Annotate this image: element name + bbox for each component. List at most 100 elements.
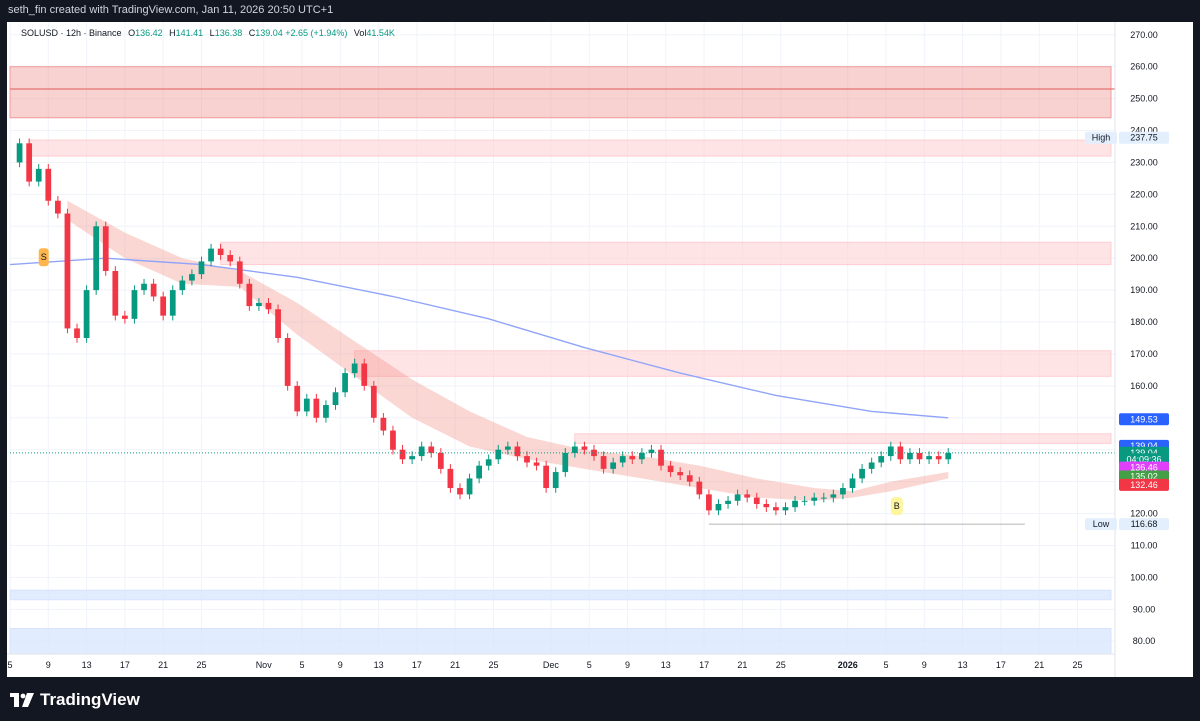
s-marker-label: S (41, 252, 47, 262)
candle-body (93, 226, 100, 291)
high-price-label: 237.75 (1130, 133, 1158, 143)
supply-zone-3 (220, 241, 1112, 266)
time-tick-label: 21 (737, 660, 747, 670)
price-tick-label: 270.00 (1130, 30, 1158, 40)
legend-close-label: C (248, 28, 256, 38)
candle-body (830, 494, 837, 498)
candle-body (639, 452, 645, 460)
candle-body (428, 446, 435, 453)
ema-cloud (67, 200, 949, 501)
time-tick-label: 5 (7, 660, 12, 670)
candle-body (734, 494, 741, 501)
price-tick-label: 210.00 (1130, 221, 1158, 231)
candle-body (122, 315, 128, 319)
candle-body (571, 446, 578, 453)
candle-body (380, 417, 387, 431)
time-tick-label: 9 (922, 660, 927, 670)
candle-body (409, 456, 415, 460)
time-tick-label: 25 (776, 660, 786, 670)
candle-body (45, 168, 52, 201)
candle-body (629, 456, 636, 460)
candle-body (390, 430, 396, 450)
candle-body (370, 385, 377, 418)
candle-body (744, 494, 751, 498)
price-tick-label: 100.00 (1130, 572, 1158, 582)
candle-body (504, 446, 511, 450)
tradingview-brand: TradingView (40, 690, 140, 709)
time-tick-label: 25 (488, 660, 498, 670)
low-price-label-tag-bg (1085, 518, 1117, 531)
price-tick-label: 240.00 (1130, 126, 1158, 136)
candle-body (294, 385, 301, 412)
legend-open: 136.42 (135, 28, 163, 38)
candle-body (782, 507, 789, 511)
price-tick-label: 170.00 (1130, 349, 1158, 359)
time-tick-label: 17 (699, 660, 709, 670)
candle-body (141, 283, 147, 291)
candle-body (361, 363, 368, 386)
candle-body (725, 500, 731, 504)
candle-body (332, 392, 339, 406)
candle-body (26, 143, 33, 182)
candle-body (351, 363, 358, 374)
ema-price-label: 149.53 (1130, 414, 1158, 424)
legend-low-label: L (209, 28, 215, 38)
candle-body (313, 398, 320, 418)
legend-vol-label: Vol (353, 28, 367, 38)
candle-body (677, 472, 684, 476)
candle-body (907, 452, 913, 460)
candle-body (495, 449, 502, 460)
b-marker-bg (890, 497, 903, 516)
tradingview-logo[interactable]: TradingView (10, 690, 140, 710)
supply-zone-1 (9, 66, 1112, 119)
candle-body (773, 507, 779, 511)
candle-body (533, 462, 540, 466)
candle-body (868, 462, 875, 469)
time-tick-label: 21 (450, 660, 460, 670)
price-tick-label: 260.00 (1130, 62, 1158, 72)
candle-body (619, 456, 626, 463)
candle-body (256, 302, 262, 307)
attribution-bar: seth_fin created with TradingView.com, J… (0, 0, 1200, 22)
legend-symbol: SOLUSD · 12h · Binance (21, 28, 122, 38)
time-tick-label: 21 (1034, 660, 1044, 670)
time-tick-label: Nov (256, 660, 273, 670)
chart-frame[interactable]: SB80.0090.00100.00110.00120.00130.00140.… (7, 22, 1193, 677)
price-chart[interactable]: SB80.0090.00100.00110.00120.00130.00140.… (7, 22, 1193, 677)
time-tick-label: 9 (46, 660, 51, 670)
candle-body (591, 449, 597, 457)
candle-body (303, 398, 310, 412)
candle-body (169, 290, 176, 316)
high-price-label-tag: High (1092, 133, 1111, 143)
candle-body (198, 261, 205, 275)
candle-body (945, 452, 952, 460)
candle-body (437, 452, 444, 469)
time-tick-label: 5 (884, 660, 889, 670)
time-tick-label: 5 (587, 660, 592, 670)
candle-body (217, 248, 224, 256)
ema-low-price-label-bg (1119, 478, 1169, 491)
time-tick-label: 17 (412, 660, 422, 670)
cloud-price-label: 139.04 (1130, 441, 1158, 451)
time-tick-label: 13 (82, 660, 92, 670)
candle-body (581, 446, 588, 450)
time-tick-label: 9 (338, 660, 343, 670)
attribution-text: seth_fin created with TradingView.com, J… (8, 4, 334, 16)
price-tick-label: 110.00 (1131, 540, 1158, 550)
ema-200-line (9, 257, 949, 419)
price-tick-label: 80.00 (1133, 636, 1156, 646)
candle-body (706, 494, 712, 511)
ema-price-label-bg (1119, 413, 1169, 426)
candle-body (485, 459, 492, 466)
candle-body (112, 270, 119, 316)
legend-change: +2.65 (+1.94%) (285, 28, 348, 38)
candle-body (887, 446, 894, 457)
candle-body (524, 456, 530, 463)
candle-body (820, 497, 827, 499)
price-tick-label: 230.00 (1130, 157, 1158, 167)
candle-body (658, 449, 664, 466)
s-marker-bg (38, 248, 49, 267)
candle-body (543, 465, 550, 489)
candle-body (189, 274, 195, 281)
candle-body (552, 472, 559, 489)
